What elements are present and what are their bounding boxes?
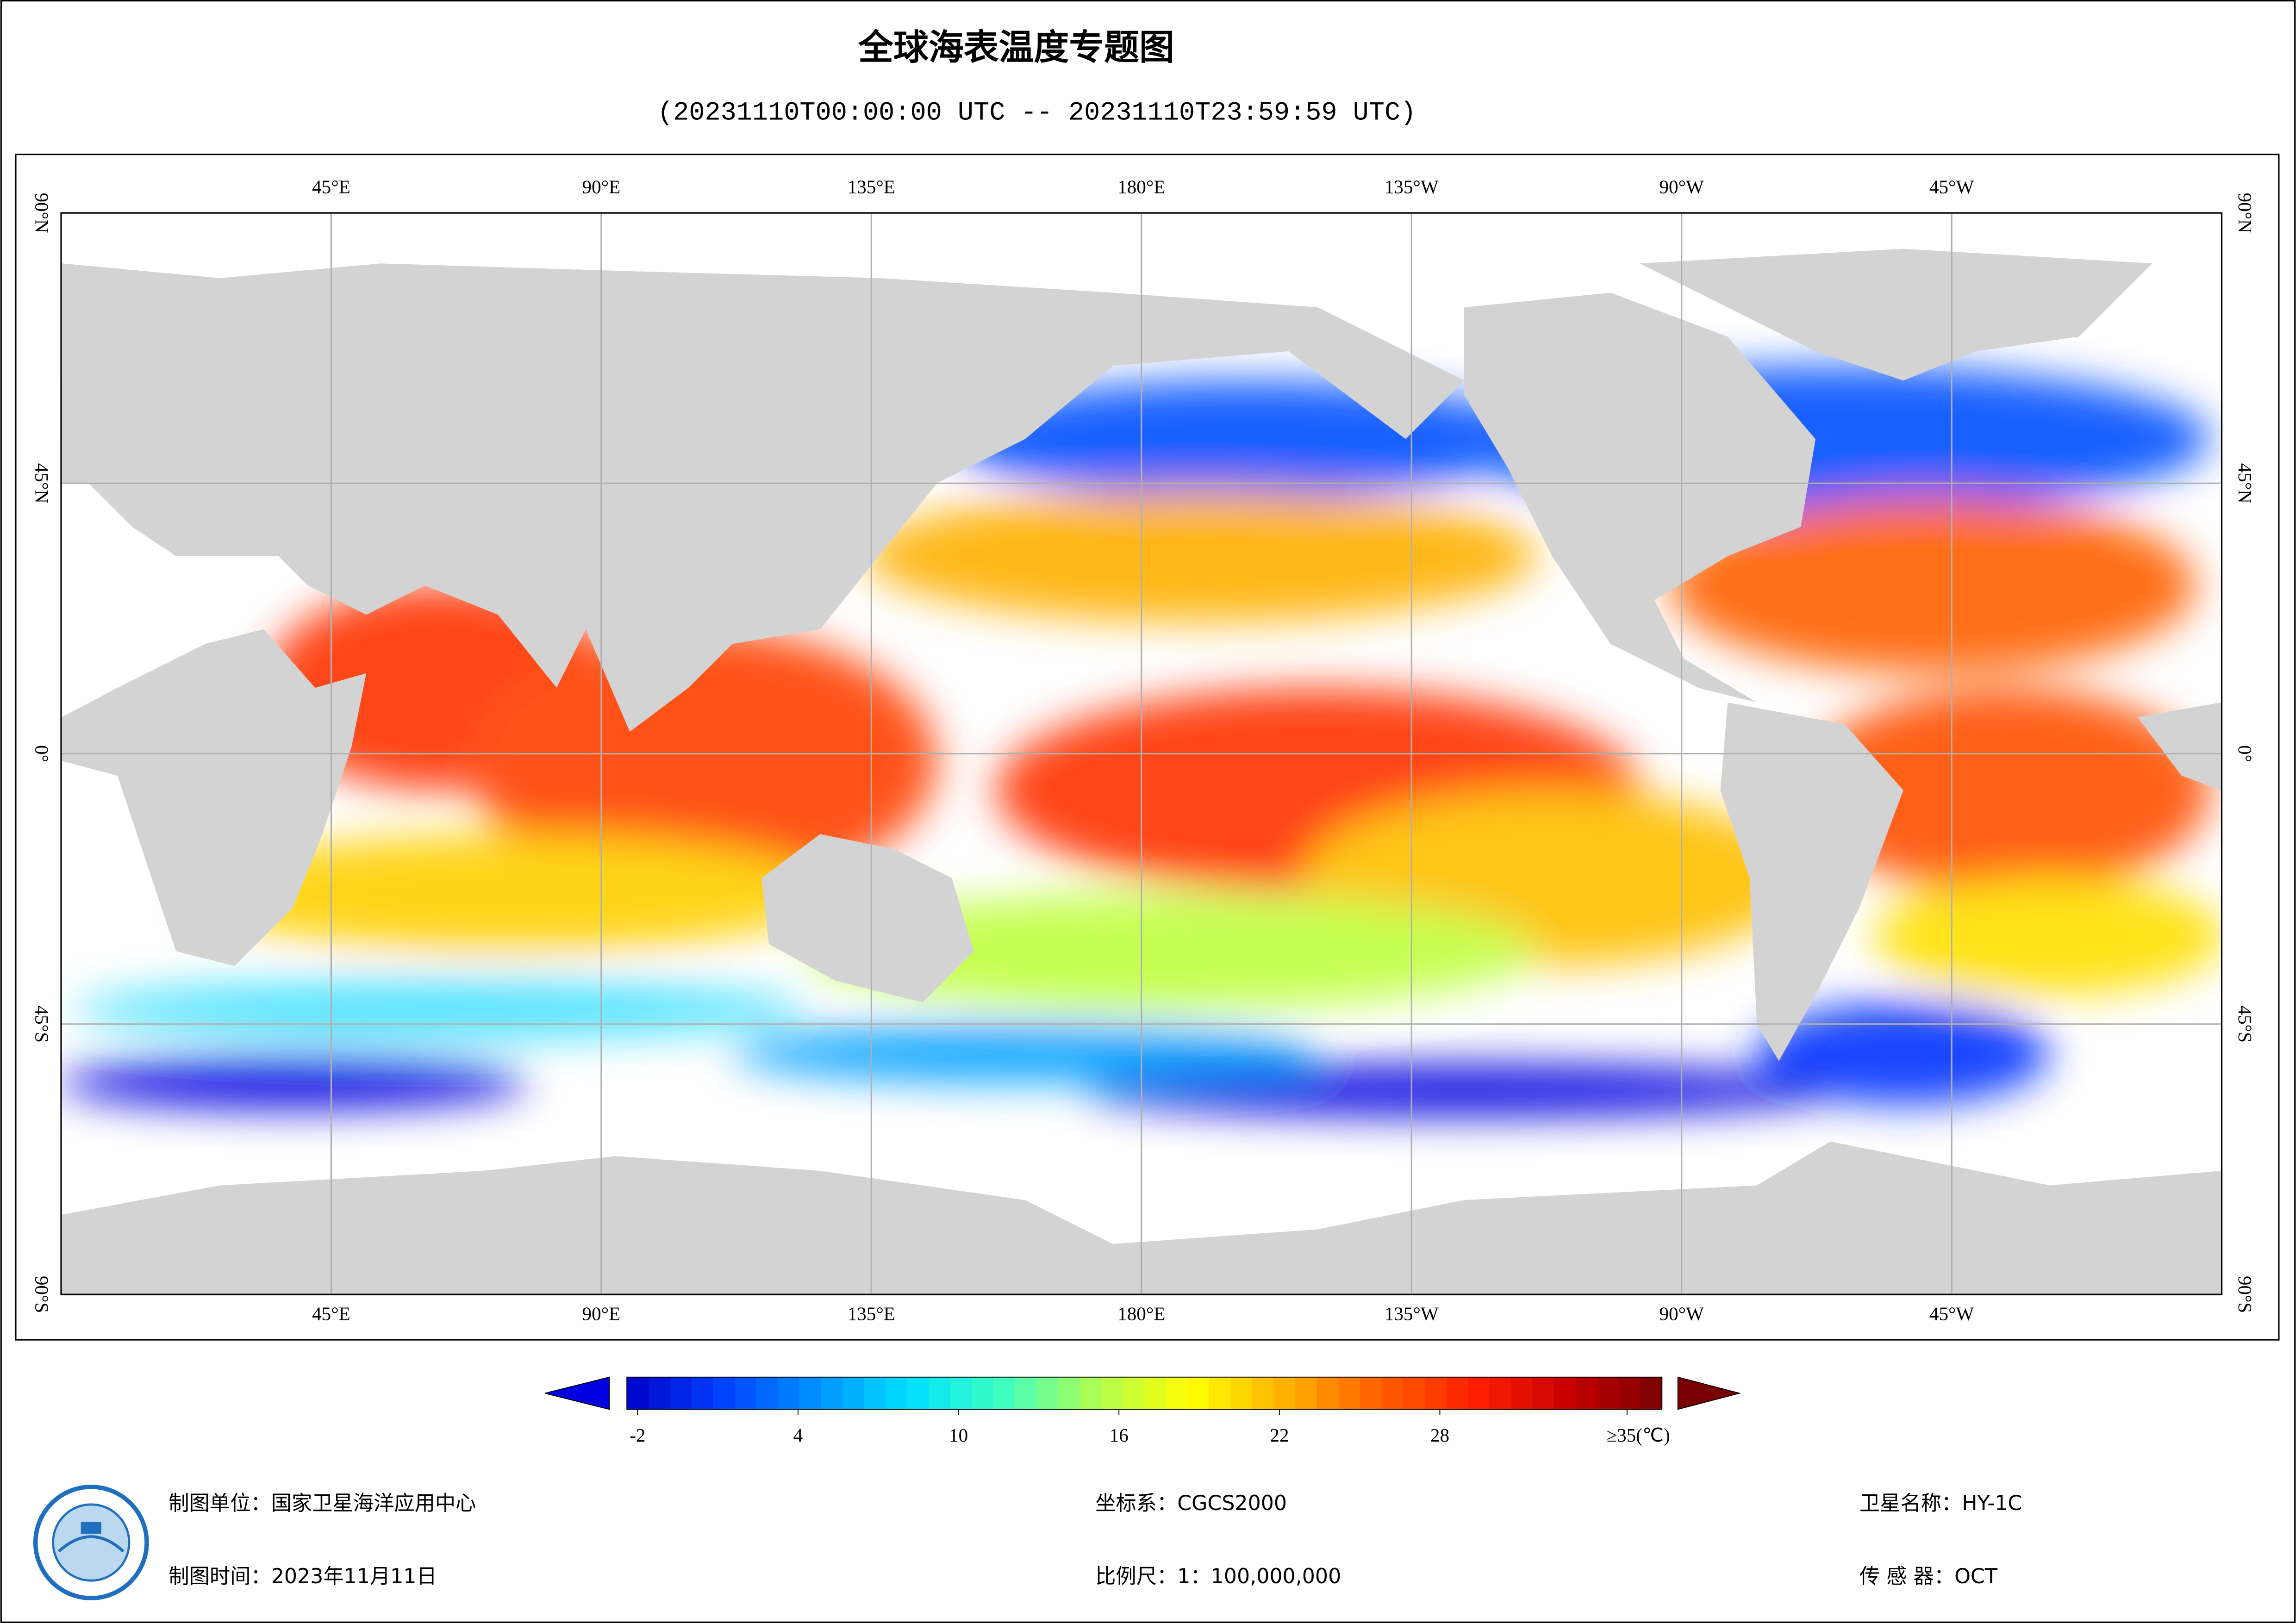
colorbar-cell <box>1079 1377 1102 1410</box>
colorbar-cell <box>799 1377 822 1410</box>
lon-tick-label-bottom: 45°W <box>1929 1303 1974 1324</box>
footer-sensor: 传 感 器：OCT <box>1859 1565 1998 1588</box>
lon-tick-label-bottom: 90°E <box>582 1303 621 1324</box>
colorbar-cell <box>778 1377 800 1410</box>
title: 全球海表温度专题图 <box>858 27 1174 68</box>
colorbar-cell <box>1360 1377 1382 1410</box>
colorbar-cell <box>1446 1377 1469 1410</box>
lat-tick-label-right: 45°N <box>2234 463 2256 504</box>
colorbar-cell <box>1532 1377 1555 1410</box>
colorbar-cell <box>1403 1377 1425 1410</box>
lat-tick-label-left: 90°S <box>31 1276 53 1313</box>
colorbar-cell <box>950 1377 973 1410</box>
colorbar-tick-label: 28 <box>1430 1424 1449 1446</box>
colorbar-cell <box>627 1377 649 1410</box>
colorbar-cell <box>1230 1377 1253 1410</box>
colorbar-cell <box>929 1377 951 1410</box>
colorbar-cell <box>1209 1377 1231 1410</box>
lon-tick-label-top: 45°W <box>1929 176 1974 197</box>
footer-satellite: 卫星名称：HY-1C <box>1859 1492 2022 1515</box>
colorbar-cell <box>1510 1377 1533 1410</box>
colorbar-cell <box>1295 1377 1317 1410</box>
colorbar-cell <box>670 1377 693 1410</box>
colorbar-cell <box>1273 1377 1296 1410</box>
colorbar-cell <box>691 1377 714 1410</box>
colorbar-cell <box>1597 1377 1620 1410</box>
colorbar-cell <box>1618 1377 1641 1410</box>
map-ticks: 45°E 45°E 90°E 90°E 135°E 135°E 180°E 180°E 135°… <box>31 176 2256 1324</box>
colorbar-cell <box>993 1377 1016 1410</box>
lon-tick-label-bottom: 90°W <box>1659 1303 1704 1324</box>
colorbar-cell <box>1467 1377 1490 1410</box>
colorbar-cell <box>907 1377 930 1410</box>
lon-tick-label-top: 180°E <box>1117 176 1165 197</box>
colorbar-cell <box>1058 1377 1080 1410</box>
lat-tick-label-left: 45°N <box>31 463 53 504</box>
colorbar-cell <box>1381 1377 1404 1410</box>
colorbar: -2 4 10 16 22 28 ≥35(℃) <box>544 1376 1741 1446</box>
colorbar-cell <box>1144 1377 1167 1410</box>
colorbar-cell <box>1036 1377 1059 1410</box>
lon-tick-label-bottom: 135°W <box>1385 1303 1439 1324</box>
lat-tick-label-left: 90°N <box>31 193 53 233</box>
lon-tick-label-top: 45°E <box>312 176 350 197</box>
lon-tick-label-bottom: 45°E <box>312 1303 350 1324</box>
lat-tick-label-right: 90°N <box>2234 193 2256 233</box>
colorbar-cell <box>821 1377 843 1410</box>
colorbar-cell <box>1489 1377 1512 1410</box>
lon-tick-label-bottom: 180°E <box>1117 1303 1165 1324</box>
map-frame <box>60 212 2223 1295</box>
lon-tick-label-top: 90°E <box>582 176 621 197</box>
colorbar-cell <box>1316 1377 1339 1410</box>
colorbar-cell <box>1554 1377 1576 1410</box>
colorbar-cell <box>1640 1377 1663 1410</box>
footer-producer: 制图单位：国家卫星海洋应用中心 <box>168 1492 476 1515</box>
lon-tick-label-top: 90°W <box>1659 176 1704 197</box>
lat-tick-label-left: 0° <box>31 745 53 762</box>
logo <box>33 1485 149 1600</box>
lat-tick-label-right: 0° <box>2234 745 2256 762</box>
colorbar-tick-label: 10 <box>949 1424 968 1446</box>
colorbar-cell <box>1187 1377 1210 1410</box>
colorbar-cell <box>648 1377 671 1410</box>
lon-tick-label-top: 135°E <box>848 176 895 197</box>
colorbar-cell <box>842 1377 865 1410</box>
colorbar-cell <box>735 1377 757 1410</box>
lat-tick-label-left: 45°S <box>31 1006 53 1043</box>
lat-tick-label-right: 45°S <box>2234 1006 2256 1043</box>
colorbar-cell <box>886 1377 908 1410</box>
colorbar-cell <box>972 1377 994 1410</box>
footer-scale: 比例尺：1：100,000,000 <box>1095 1565 1341 1588</box>
colorbar-cell <box>1338 1377 1361 1410</box>
colorbar-tick-label: ≥35(℃) <box>1607 1424 1670 1446</box>
colorbar-cell <box>756 1377 779 1410</box>
colorbar-cell <box>1424 1377 1447 1410</box>
colorbar-under-arrow <box>544 1376 610 1410</box>
colorbar-cell <box>1101 1377 1123 1410</box>
footer-crs: 坐标系：CGCS2000 <box>1095 1492 1287 1515</box>
colorbar-cell <box>713 1377 736 1410</box>
colorbar-cell <box>1575 1377 1598 1410</box>
map-outer-frame <box>15 154 2280 1341</box>
lon-tick-label-top: 135°W <box>1385 176 1439 197</box>
colorbar-cell <box>864 1377 886 1410</box>
colorbar-tick-label: 22 <box>1270 1424 1289 1446</box>
lat-tick-label-right: 90°S <box>2234 1276 2256 1313</box>
colorbar-cell <box>1015 1377 1037 1410</box>
colorbar-cell <box>1252 1377 1274 1410</box>
colorbar-tick-label: -2 <box>630 1424 645 1446</box>
lon-tick-label-bottom: 135°E <box>848 1303 895 1324</box>
colorbar-tick-label: 4 <box>793 1424 803 1446</box>
subtitle: (20231110T00:00:00 UTC -- 20231110T23:59… <box>657 99 1416 128</box>
colorbar-cell <box>1123 1377 1145 1410</box>
footer-date: 制图时间：2023年11月11日 <box>168 1565 437 1588</box>
colorbar-tick-label: 16 <box>1110 1424 1129 1446</box>
colorbar-cell <box>1166 1377 1188 1410</box>
colorbar-over-arrow <box>1677 1376 1741 1410</box>
colorbar-frame <box>626 1376 1662 1410</box>
